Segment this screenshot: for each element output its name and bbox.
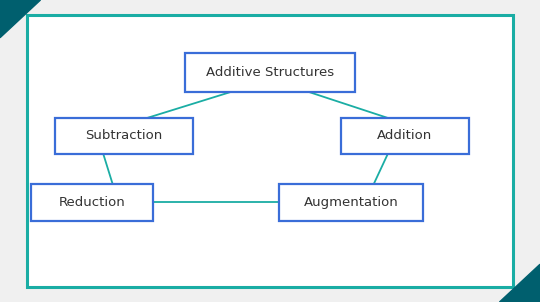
FancyBboxPatch shape bbox=[55, 117, 193, 154]
FancyBboxPatch shape bbox=[31, 184, 153, 220]
FancyBboxPatch shape bbox=[279, 184, 423, 220]
Text: Subtraction: Subtraction bbox=[85, 129, 163, 143]
Text: Reduction: Reduction bbox=[58, 196, 125, 209]
FancyBboxPatch shape bbox=[27, 15, 513, 287]
Polygon shape bbox=[500, 264, 540, 302]
FancyBboxPatch shape bbox=[185, 53, 355, 92]
Text: Additive Structures: Additive Structures bbox=[206, 66, 334, 79]
Text: Augmentation: Augmentation bbox=[303, 196, 399, 209]
FancyBboxPatch shape bbox=[341, 117, 469, 154]
Polygon shape bbox=[0, 0, 40, 38]
Text: Addition: Addition bbox=[377, 129, 433, 143]
